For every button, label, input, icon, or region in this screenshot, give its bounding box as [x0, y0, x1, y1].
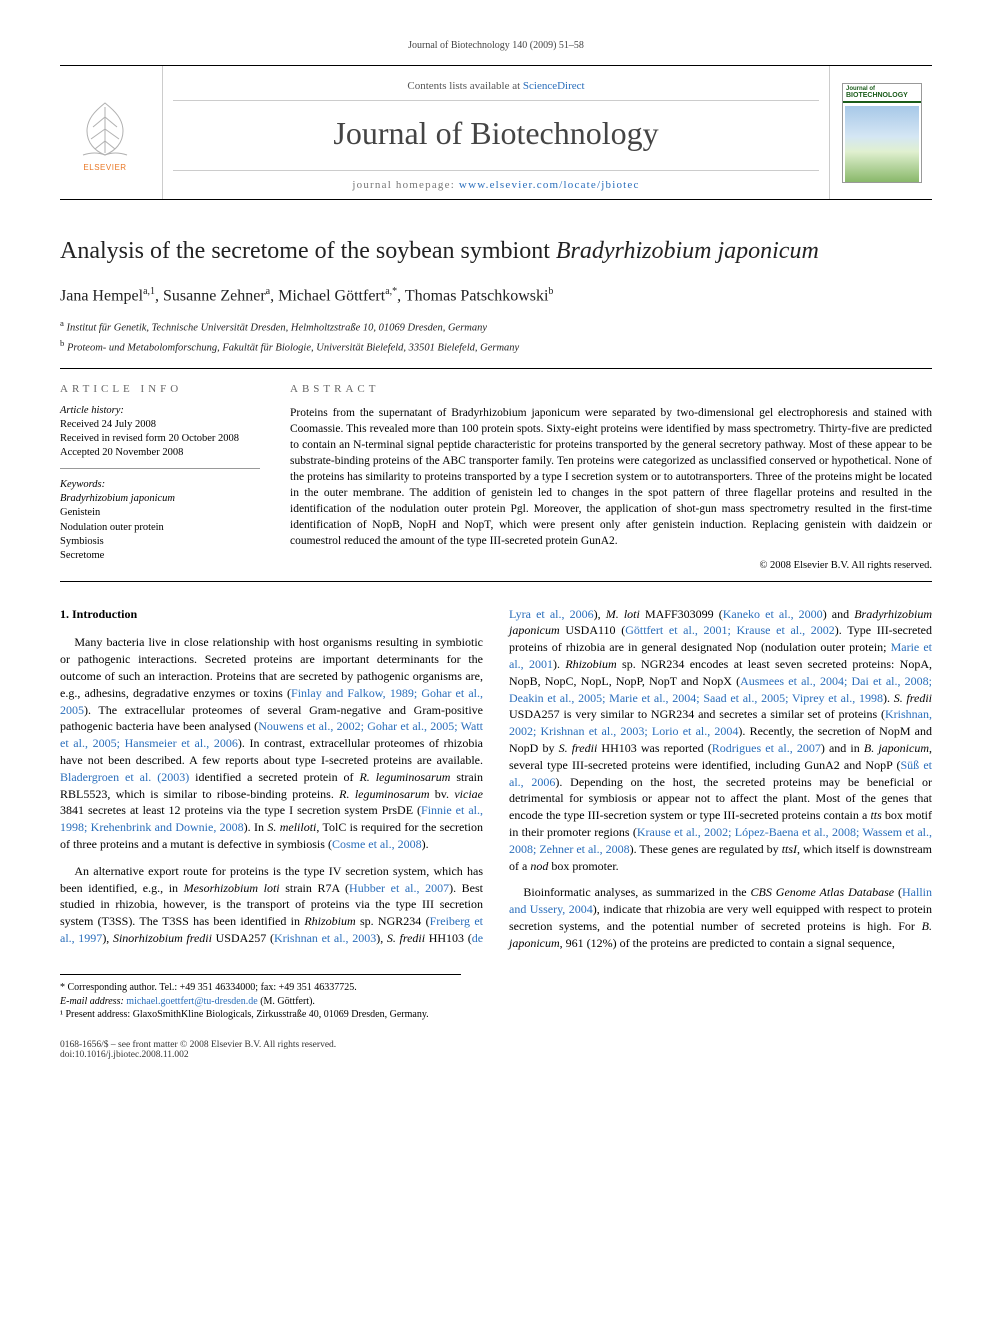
corresponding-email-link[interactable]: michael.goettfert@tu-dresden.de [126, 996, 257, 1007]
history-heading: Article history: [60, 405, 260, 416]
journal-cover-thumbnail: Journal of BIOTECHNOLOGY [842, 83, 922, 183]
contents-prefix: Contents lists available at [407, 80, 522, 92]
authors: Jana Hempela,1, Susanne Zehnera, Michael… [60, 286, 932, 305]
corresponding-author: * Corresponding author. Tel.: +49 351 46… [60, 981, 461, 995]
article-history: Article history: Received 24 July 2008 R… [60, 405, 260, 470]
journal-name: Journal of Biotechnology [173, 115, 819, 152]
affiliation-b: Proteom- und Metabolomforschung, Fakultä… [67, 342, 519, 353]
article-info-heading: ARTICLE INFO [60, 383, 260, 395]
keyword: Secretome [60, 549, 260, 563]
divider [60, 581, 932, 582]
abstract-heading: ABSTRACT [290, 383, 932, 395]
publisher-block: ELSEVIER [60, 89, 150, 176]
paragraph: Bioinformatic analyses, as summarized in… [509, 884, 932, 951]
keyword: Nodulation outer protein [60, 521, 260, 535]
section-heading: 1. Introduction [60, 606, 483, 623]
divider [60, 368, 932, 369]
body-text: 1. Introduction Many bacteria live in cl… [60, 606, 932, 955]
history-revised: Received in revised form 20 October 2008 [60, 432, 260, 446]
running-header: Journal of Biotechnology 140 (2009) 51–5… [60, 40, 932, 51]
affiliations: a Institut für Genetik, Technische Unive… [60, 317, 932, 355]
journal-cover: Journal of BIOTECHNOLOGY [842, 75, 932, 191]
page: Journal of Biotechnology 140 (2009) 51–5… [0, 0, 992, 1090]
present-address: ¹ Present address: GlaxoSmithKline Biolo… [60, 1008, 461, 1022]
journal-cover-image [845, 106, 919, 182]
abstract-text: Proteins from the supernatant of Bradyrh… [290, 405, 932, 550]
publisher-name: ELSEVIER [60, 163, 150, 172]
keyword: Genistein [60, 506, 260, 520]
masthead: ELSEVIER Contents lists available at Sci… [60, 65, 932, 200]
elsevier-tree-icon [75, 97, 135, 161]
sciencedirect-link[interactable]: ScienceDirect [523, 80, 585, 92]
abstract-copyright: © 2008 Elsevier B.V. All rights reserved… [290, 560, 932, 571]
doi: doi:10.1016/j.jbiotec.2008.11.002 [60, 1050, 336, 1060]
email-line: E-mail address: michael.goettfert@tu-dre… [60, 995, 461, 1009]
journal-homepage-line: journal homepage: www.elsevier.com/locat… [173, 170, 819, 191]
keyword: Bradyrhizobium japonicum [60, 492, 260, 506]
bottom-bar: 0168-1656/$ – see front matter © 2008 El… [60, 1040, 932, 1060]
history-accepted: Accepted 20 November 2008 [60, 446, 260, 460]
keyword: Symbiosis [60, 535, 260, 549]
homepage-prefix: journal homepage: [352, 179, 459, 191]
article-info-column: ARTICLE INFO Article history: Received 2… [60, 383, 260, 571]
front-matter: 0168-1656/$ – see front matter © 2008 El… [60, 1040, 336, 1060]
footnotes: * Corresponding author. Tel.: +49 351 46… [60, 974, 461, 1022]
abstract-column: ABSTRACT Proteins from the supernatant o… [290, 383, 932, 571]
keywords-heading: Keywords: [60, 479, 260, 490]
paragraph: Many bacteria live in close relationship… [60, 634, 483, 852]
journal-homepage-link[interactable]: www.elsevier.com/locate/jbiotec [459, 179, 640, 191]
article-title: Analysis of the secretome of the soybean… [60, 236, 932, 266]
contents-available-line: Contents lists available at ScienceDirec… [173, 74, 819, 101]
info-abstract-row: ARTICLE INFO Article history: Received 2… [60, 383, 932, 571]
history-received: Received 24 July 2008 [60, 418, 260, 432]
masthead-center: Contents lists available at ScienceDirec… [162, 66, 830, 199]
affiliation-a: Institut für Genetik, Technische Univers… [67, 323, 488, 334]
